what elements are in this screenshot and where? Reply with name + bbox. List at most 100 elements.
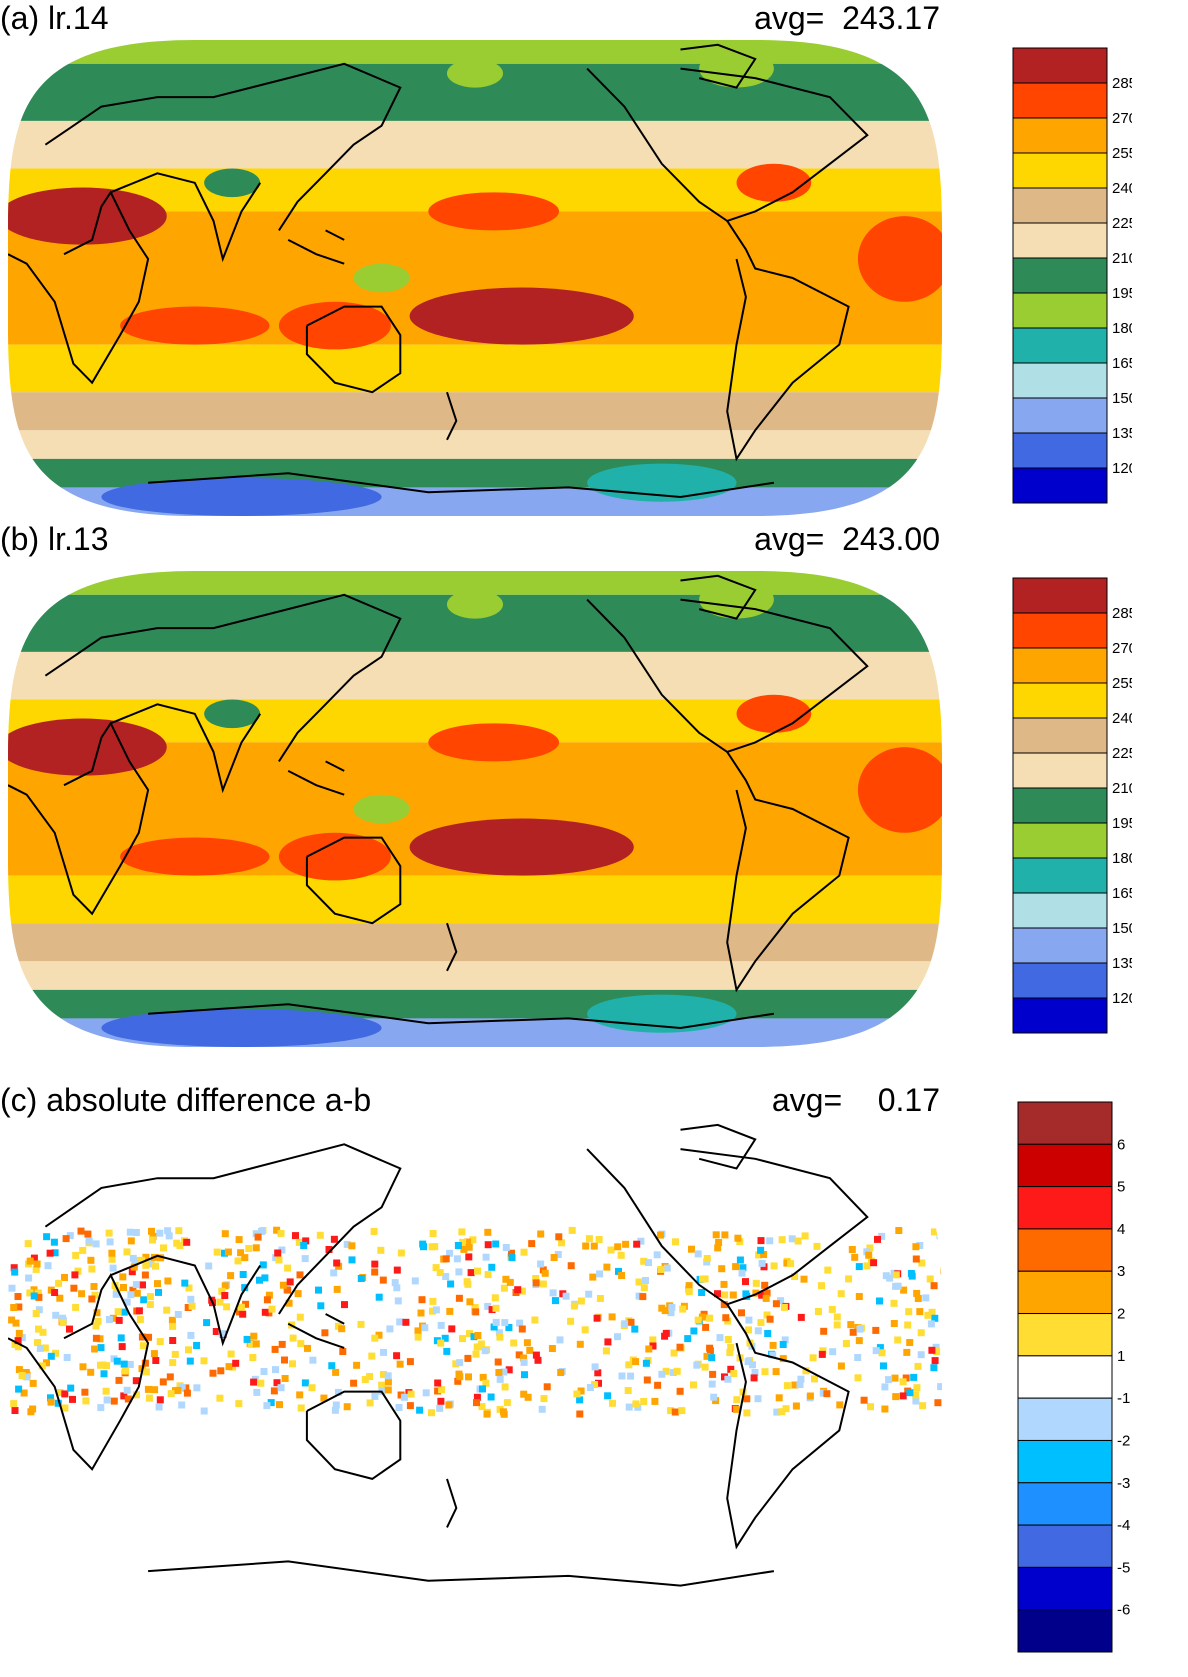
difference-cell <box>594 1369 602 1377</box>
colorbar-swatch <box>1012 822 1108 859</box>
difference-cell <box>919 1402 927 1410</box>
difference-cell <box>127 1291 135 1299</box>
difference-cell <box>159 1378 167 1386</box>
difference-cell <box>46 1249 54 1257</box>
difference-cell <box>657 1231 664 1239</box>
difference-cell <box>200 1407 208 1415</box>
difference-cell <box>577 1297 585 1305</box>
difference-cell <box>52 1311 60 1319</box>
difference-cell <box>115 1376 123 1384</box>
field-blob <box>857 747 942 833</box>
difference-cell <box>813 1242 821 1250</box>
difference-cell <box>436 1269 444 1277</box>
coastline <box>446 1478 458 1528</box>
difference-cell <box>185 1284 193 1292</box>
difference-cell <box>618 1372 626 1380</box>
difference-cell <box>273 1379 281 1387</box>
difference-cell <box>930 1228 938 1236</box>
difference-cell <box>109 1264 117 1272</box>
difference-cell <box>289 1360 296 1368</box>
difference-cell <box>103 1362 111 1370</box>
difference-cell <box>570 1302 578 1310</box>
difference-cell <box>32 1265 40 1273</box>
difference-cell <box>749 1361 756 1369</box>
difference-cell <box>482 1379 490 1387</box>
field-blob <box>857 216 942 302</box>
coastline <box>325 229 345 241</box>
difference-cell <box>701 1363 709 1371</box>
difference-cell <box>734 1234 742 1242</box>
difference-cell <box>518 1325 526 1333</box>
difference-cell <box>188 1302 196 1310</box>
difference-cell <box>928 1308 936 1316</box>
difference-cell <box>854 1374 862 1382</box>
difference-cell <box>109 1314 117 1322</box>
panel-c: (c) absolute difference a-b avg= 0.17 6 5… <box>0 1082 1188 1677</box>
difference-cell <box>754 1395 762 1403</box>
coastline <box>148 472 775 499</box>
difference-cell <box>432 1306 440 1314</box>
difference-cell <box>91 1345 99 1353</box>
coastline <box>148 1560 775 1587</box>
colorbar-tick-label: 165 <box>1112 355 1132 372</box>
difference-cell <box>845 1275 853 1283</box>
difference-cell <box>138 1333 146 1341</box>
difference-cell <box>607 1246 615 1254</box>
difference-cell <box>100 1370 108 1378</box>
difference-cell <box>148 1227 155 1235</box>
difference-cell <box>384 1386 392 1394</box>
difference-cell <box>855 1293 863 1300</box>
difference-cell <box>274 1249 282 1257</box>
difference-cell <box>720 1301 728 1309</box>
difference-cell <box>729 1291 737 1299</box>
difference-cell <box>120 1308 128 1316</box>
difference-cell <box>139 1342 147 1350</box>
difference-cell <box>281 1375 289 1382</box>
colorbar-swatch <box>1012 222 1108 259</box>
difference-cell <box>635 1292 643 1300</box>
colorbar-tick-label: -2 <box>1117 1432 1130 1449</box>
difference-cell <box>391 1279 399 1287</box>
difference-cell <box>122 1367 129 1375</box>
field-blob <box>8 187 167 245</box>
difference-cell <box>557 1369 565 1376</box>
difference-cell <box>685 1288 693 1296</box>
difference-cell <box>492 1240 500 1248</box>
difference-cell <box>88 1265 96 1273</box>
difference-cell <box>562 1292 570 1300</box>
difference-cell <box>375 1293 383 1301</box>
difference-cell <box>446 1249 454 1257</box>
difference-cell <box>715 1239 723 1246</box>
field-blob <box>278 832 391 881</box>
difference-cell <box>609 1399 616 1407</box>
difference-cell <box>876 1297 883 1305</box>
difference-cell <box>380 1371 387 1378</box>
difference-cell <box>455 1370 463 1378</box>
difference-cell <box>801 1232 809 1240</box>
coastline <box>680 574 757 620</box>
colorbar-tick-label: 5 <box>1117 1179 1125 1196</box>
difference-cell <box>183 1389 191 1397</box>
field-band <box>8 923 942 962</box>
difference-cell <box>912 1397 920 1405</box>
colorbar-tick-label: 1 <box>1117 1348 1125 1365</box>
difference-cell <box>59 1314 67 1322</box>
difference-cell <box>520 1390 528 1398</box>
difference-cell <box>445 1401 453 1409</box>
difference-cell <box>745 1316 753 1324</box>
difference-cell <box>761 1281 769 1289</box>
difference-cell <box>881 1405 889 1413</box>
colorbar-swatch <box>1017 1270 1113 1315</box>
difference-cell <box>15 1303 23 1311</box>
difference-cell <box>30 1286 38 1294</box>
field-band <box>8 120 942 169</box>
difference-cell <box>658 1370 666 1378</box>
colorbar-tick-label: -6 <box>1117 1602 1130 1619</box>
difference-cell <box>593 1314 601 1322</box>
difference-cell <box>99 1361 107 1369</box>
coastline <box>305 1390 402 1480</box>
colorbar-tick-label: 3 <box>1117 1263 1125 1280</box>
difference-cell <box>477 1340 485 1348</box>
difference-cell <box>142 1368 150 1376</box>
difference-cell <box>71 1271 79 1279</box>
